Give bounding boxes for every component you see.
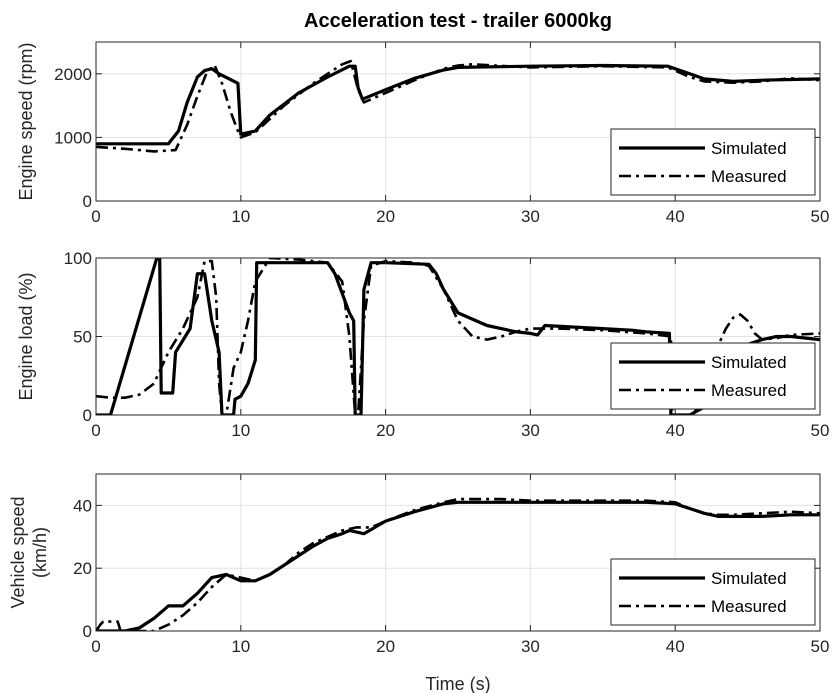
y-tick-label: 1000 xyxy=(54,128,92,147)
x-tick-label: 50 xyxy=(811,637,830,656)
vehicle-speed-y-axis-label: Vehicle speed xyxy=(8,496,28,608)
legend-box xyxy=(610,558,816,626)
x-tick-label: 30 xyxy=(521,207,540,226)
y-tick-label: 0 xyxy=(83,192,92,211)
x-tick-label: 20 xyxy=(376,637,395,656)
engine-load-panel: 0 10 20 30 40 50 0 50 100 Engine load (%) Simulate… xyxy=(16,249,829,440)
y-tick-label: 100 xyxy=(64,249,92,268)
x-tick-label: 40 xyxy=(666,421,685,440)
legend-label-simulated: Simulated xyxy=(711,569,787,588)
legend-label-measured: Measured xyxy=(711,597,787,616)
figure-title: Acceleration test - trailer 6000kg xyxy=(304,10,612,32)
vehicle-speed-panel: 0 10 20 30 40 50 0 20 40 Vehicle speed (km/h) Simul… xyxy=(8,473,830,656)
x-tick-label: 10 xyxy=(231,207,250,226)
series-line-measured xyxy=(96,59,820,153)
legend-label-simulated: Simulated xyxy=(711,353,787,372)
legend-label-measured: Measured xyxy=(711,167,787,186)
x-tick-label: 30 xyxy=(521,637,540,656)
x-tick-label: 40 xyxy=(666,207,685,226)
x-tick-label: 10 xyxy=(231,637,250,656)
vehicle-speed-y-axis-label: (km/h) xyxy=(30,527,50,578)
x-tick-label: 40 xyxy=(666,637,685,656)
engine-load-y-axis-label: Engine load (%) xyxy=(16,272,36,400)
y-tick-label: 0 xyxy=(83,406,92,425)
y-tick-label: 50 xyxy=(73,328,92,347)
legend-label-simulated: Simulated xyxy=(711,139,787,158)
legend-box xyxy=(610,342,816,410)
x-tick-label: 0 xyxy=(91,421,100,440)
engine-speed-panel: 0 10 20 30 40 50 0 1000 2000 Engine speed (rpm) Si… xyxy=(16,41,830,226)
series-line-simulated xyxy=(96,500,820,631)
vehicle-speed-axes-box xyxy=(95,473,821,632)
x-tick-label: 20 xyxy=(376,207,395,226)
series-line-measured xyxy=(96,497,820,631)
y-tick-label: 40 xyxy=(73,496,92,515)
vehicle-speed-legend: Simulated Measured xyxy=(610,558,816,626)
engine-load-legend: Simulated Measured xyxy=(610,342,816,410)
x-tick-label: 50 xyxy=(811,207,830,226)
y-tick-label: 0 xyxy=(83,622,92,641)
x-tick-label: 20 xyxy=(376,421,395,440)
y-tick-label: 20 xyxy=(73,559,92,578)
x-tick-label: 30 xyxy=(521,421,540,440)
x-tick-label: 0 xyxy=(91,207,100,226)
x-tick-label: 0 xyxy=(91,637,100,656)
legend-box xyxy=(610,128,816,196)
legend-label-measured: Measured xyxy=(711,381,787,400)
x-tick-label: 10 xyxy=(231,421,250,440)
x-tick-label: 50 xyxy=(811,421,830,440)
series-line-simulated xyxy=(96,63,820,146)
engine-speed-axes-box xyxy=(95,41,821,202)
x-axis-label: Time (s) xyxy=(425,674,490,693)
engine-speed-y-axis-label: Engine speed (rpm) xyxy=(16,42,36,200)
y-tick-label: 2000 xyxy=(54,65,92,84)
engine-speed-legend: Simulated Measured xyxy=(610,128,816,196)
